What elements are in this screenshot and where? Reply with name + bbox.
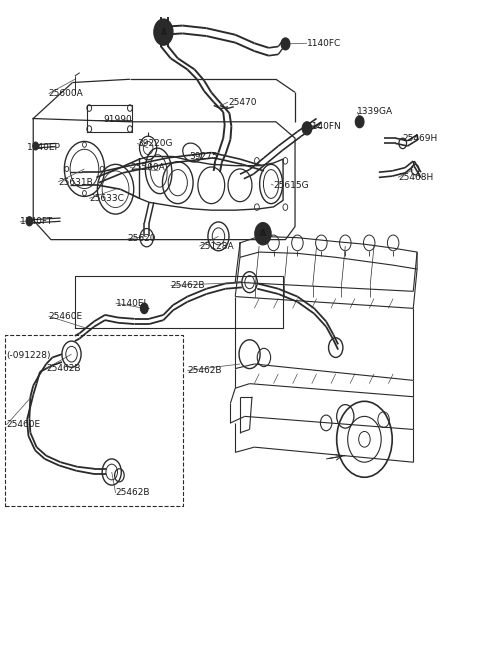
- Text: 25462B: 25462B: [170, 281, 205, 290]
- Text: 1140EJ: 1140EJ: [116, 298, 147, 308]
- Circle shape: [255, 222, 271, 245]
- Text: 25500A: 25500A: [130, 163, 165, 172]
- Text: 25462B: 25462B: [116, 489, 150, 497]
- Text: 1140FN: 1140FN: [307, 122, 342, 131]
- Text: A: A: [160, 28, 167, 37]
- Text: 25620: 25620: [128, 234, 156, 243]
- Text: 25462B: 25462B: [46, 364, 81, 373]
- Text: 25468H: 25468H: [398, 173, 433, 182]
- Text: 25470: 25470: [228, 98, 256, 107]
- Text: 25633C: 25633C: [89, 194, 124, 203]
- Text: 1140FT: 1140FT: [20, 217, 53, 226]
- Text: 1339GA: 1339GA: [357, 108, 394, 117]
- Circle shape: [154, 19, 173, 45]
- Text: 1140FC: 1140FC: [307, 39, 341, 48]
- Text: (-091228): (-091228): [6, 351, 51, 360]
- Text: 1140EP: 1140EP: [27, 144, 61, 152]
- Circle shape: [33, 142, 38, 150]
- Text: 25460E: 25460E: [6, 420, 41, 430]
- Circle shape: [281, 38, 290, 50]
- Circle shape: [355, 116, 364, 128]
- Text: 25460E: 25460E: [48, 312, 83, 321]
- Text: A: A: [260, 229, 266, 238]
- Text: 25631B: 25631B: [58, 178, 93, 186]
- Circle shape: [302, 122, 312, 135]
- Text: 39275: 39275: [190, 152, 218, 161]
- Text: 25128A: 25128A: [199, 241, 234, 251]
- Circle shape: [26, 216, 33, 226]
- Text: 25600A: 25600A: [48, 89, 84, 98]
- Circle shape: [141, 303, 148, 314]
- Text: 25462B: 25462B: [187, 366, 222, 375]
- Text: 39220G: 39220G: [137, 139, 173, 148]
- Text: 91990: 91990: [104, 115, 132, 125]
- Text: 25469H: 25469H: [403, 134, 438, 142]
- Text: 25615G: 25615G: [274, 181, 309, 190]
